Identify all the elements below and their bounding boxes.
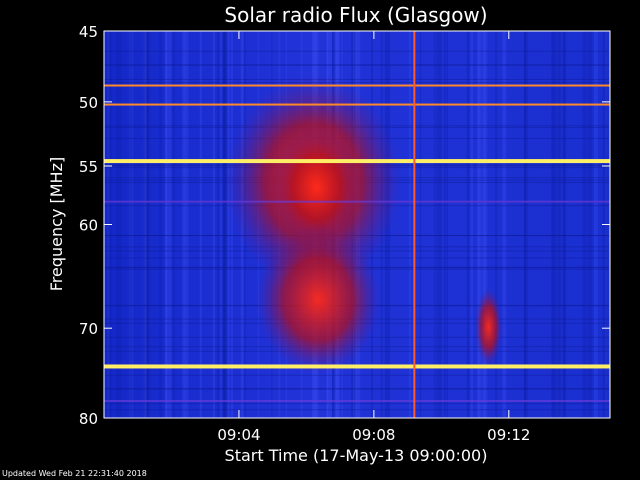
texture-stripe bbox=[477, 31, 479, 418]
texture-stripe bbox=[220, 31, 223, 418]
texture-stripe bbox=[470, 31, 474, 418]
texture-row bbox=[104, 64, 610, 66]
burst-regions bbox=[225, 74, 503, 375]
y-tick-label: 50 bbox=[79, 94, 98, 112]
interference-band bbox=[104, 84, 610, 87]
texture-stripe bbox=[227, 31, 230, 418]
texture-stripe bbox=[144, 31, 149, 418]
texture-stripe bbox=[143, 31, 148, 418]
interference-band bbox=[104, 399, 610, 402]
x-axis-title: Start Time (17-May-13 09:00:00) bbox=[225, 446, 488, 465]
texture-row bbox=[104, 50, 610, 52]
texture-stripe bbox=[216, 31, 220, 418]
texture-row bbox=[104, 64, 610, 66]
texture-stripe bbox=[524, 31, 528, 418]
interference-band bbox=[104, 159, 610, 164]
texture-stripe bbox=[419, 31, 422, 418]
texture-row bbox=[104, 409, 610, 411]
texture-stripe bbox=[436, 31, 438, 418]
texture-stripe bbox=[593, 31, 598, 418]
texture-stripe bbox=[495, 31, 498, 418]
texture-row bbox=[104, 403, 610, 405]
texture-stripe bbox=[199, 31, 202, 418]
texture-stripe bbox=[147, 31, 149, 418]
updated-timestamp: Updated Wed Feb 21 22:31:40 2018 bbox=[2, 469, 147, 478]
texture-stripe bbox=[438, 31, 442, 418]
plot-area bbox=[104, 31, 610, 418]
texture-stripe bbox=[145, 31, 148, 418]
texture-stripe bbox=[223, 31, 227, 418]
texture-stripe bbox=[524, 31, 526, 418]
texture-stripe bbox=[434, 31, 436, 418]
texture-row bbox=[104, 82, 610, 84]
texture-stripe bbox=[184, 31, 189, 418]
texture-stripe bbox=[118, 31, 122, 418]
y-axis: 45 50 55 60 70 80 bbox=[79, 23, 610, 428]
texture-stripe bbox=[129, 31, 134, 418]
chart-title: Solar radio Flux (Glasgow) bbox=[224, 3, 487, 27]
y-tick-label: 80 bbox=[79, 410, 98, 428]
interference-bands bbox=[104, 84, 610, 402]
interference-band bbox=[104, 364, 610, 369]
texture-stripe bbox=[443, 31, 446, 418]
texture-stripe bbox=[589, 31, 593, 418]
texture-stripe bbox=[562, 31, 566, 418]
texture-stripe bbox=[164, 31, 169, 418]
texture-stripe bbox=[159, 31, 162, 418]
interference-band bbox=[104, 200, 610, 203]
texture-stripe bbox=[559, 31, 561, 418]
burst-region bbox=[272, 128, 361, 247]
texture-stripe bbox=[587, 31, 590, 418]
texture-stripe bbox=[557, 31, 560, 418]
x-tick-label: 09:08 bbox=[352, 426, 395, 444]
texture-stripe bbox=[563, 31, 567, 418]
x-tick-label: 09:12 bbox=[487, 426, 530, 444]
burst-region bbox=[475, 288, 503, 366]
texture-stripe bbox=[582, 31, 587, 418]
texture-stripe bbox=[479, 31, 482, 418]
texture-stripe bbox=[168, 31, 172, 418]
texture-row bbox=[104, 387, 610, 389]
x-axis: 09:04 09:08 09:12 bbox=[217, 31, 530, 444]
texture-stripe bbox=[466, 31, 470, 418]
texture-row bbox=[104, 388, 610, 390]
texture-stripe bbox=[477, 31, 480, 418]
texture-stripe bbox=[212, 31, 216, 418]
texture-stripe bbox=[165, 31, 168, 418]
y-axis-title: Frequency [MHz] bbox=[47, 157, 66, 291]
x-tick-label: 09:04 bbox=[217, 426, 260, 444]
texture-stripe bbox=[221, 31, 226, 418]
texture-stripe bbox=[524, 31, 526, 418]
y-tick-label: 70 bbox=[79, 320, 98, 338]
texture-stripe bbox=[116, 31, 119, 418]
texture-row bbox=[104, 78, 610, 80]
texture-stripe bbox=[230, 31, 234, 418]
interference-band bbox=[104, 103, 610, 106]
texture-stripe bbox=[552, 31, 557, 418]
texture-row bbox=[104, 374, 610, 376]
y-tick-label: 45 bbox=[79, 23, 98, 41]
texture-stripe bbox=[130, 31, 133, 418]
texture-stripe bbox=[147, 31, 150, 418]
texture-stripe bbox=[502, 31, 507, 418]
texture-stripe bbox=[551, 31, 554, 418]
texture-stripe bbox=[483, 31, 488, 418]
texture-stripe bbox=[182, 31, 186, 418]
texture-stripe bbox=[173, 31, 175, 418]
y-tick-label: 60 bbox=[79, 217, 98, 235]
y-tick-label: 55 bbox=[79, 158, 98, 176]
texture-stripe bbox=[145, 31, 147, 418]
texture-stripe bbox=[409, 31, 412, 418]
texture-stripe bbox=[222, 31, 226, 418]
texture-stripe bbox=[446, 31, 449, 418]
texture-stripe bbox=[482, 31, 486, 418]
burst-region bbox=[255, 224, 381, 375]
